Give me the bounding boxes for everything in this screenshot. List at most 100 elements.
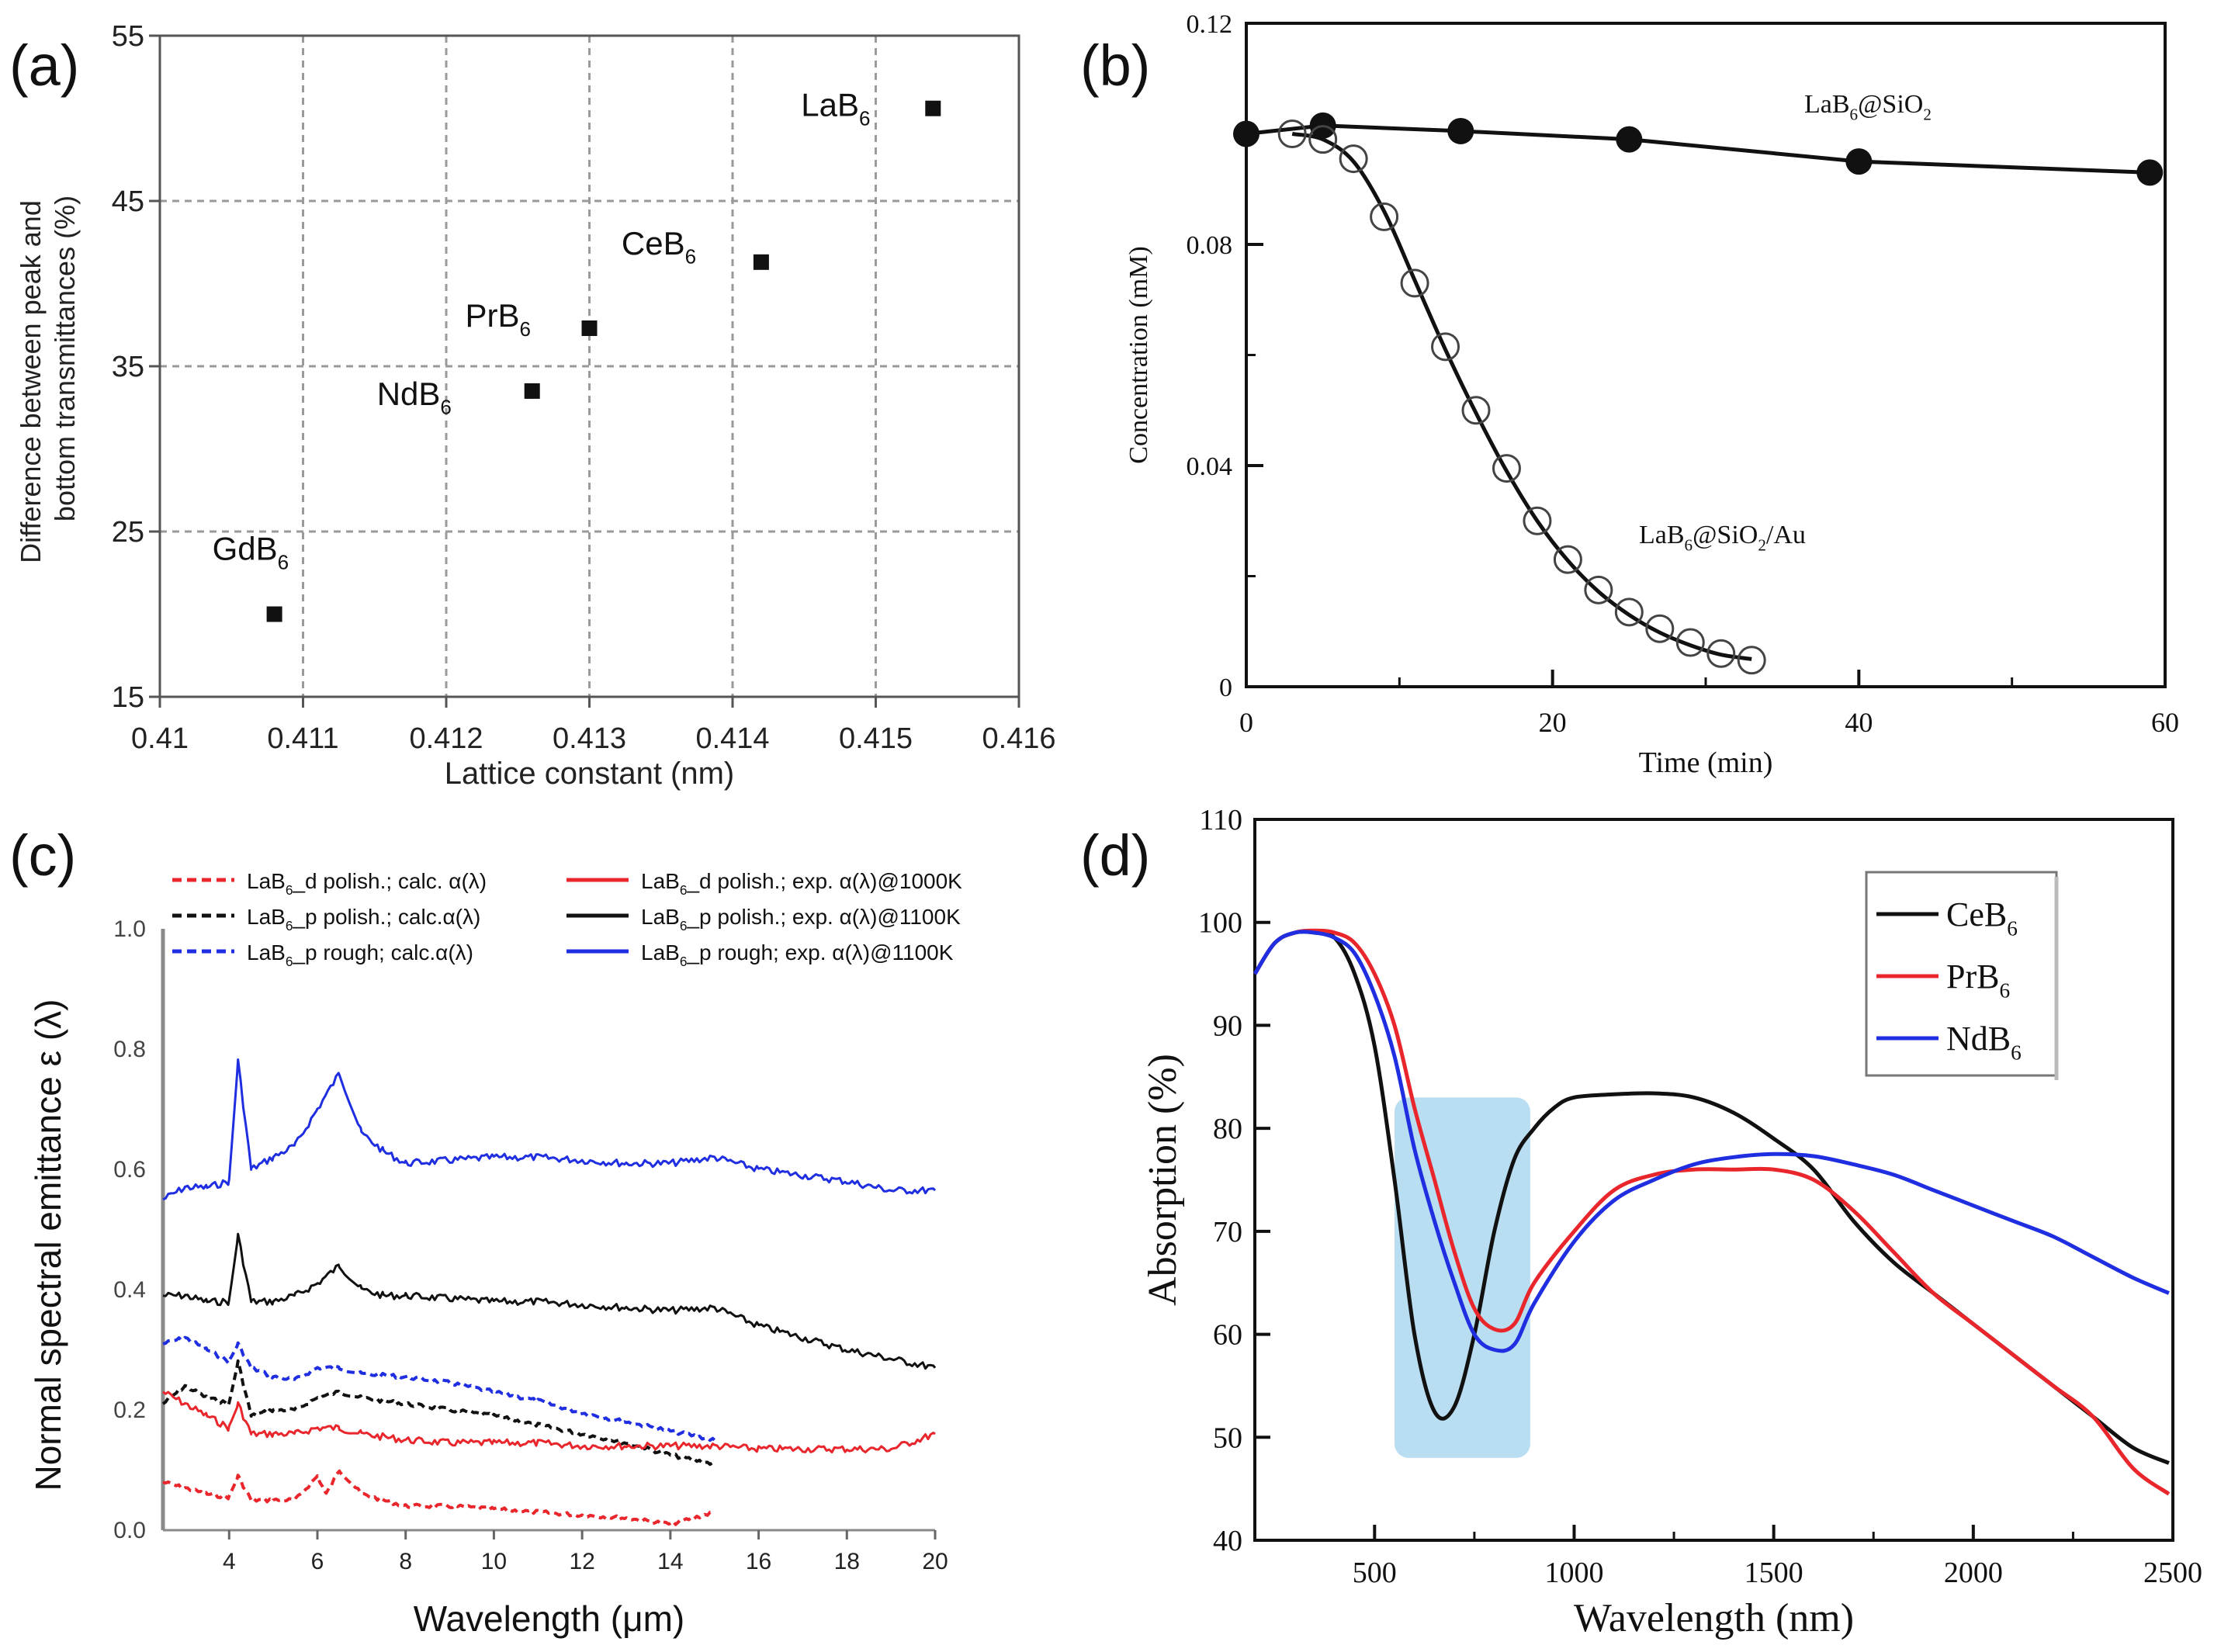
y-tick-label: 45: [112, 185, 144, 218]
series-label-lab6-sio2-part: 6: [1850, 106, 1859, 124]
legend-label: LaB6_d polish.; exp. α(λ)@1000K: [641, 869, 962, 898]
legend-label-ndb: NdB6: [1946, 1020, 2022, 1064]
x-axis-title: Time (min): [1639, 746, 1773, 779]
panel-label-b: (b): [1080, 33, 1150, 98]
x-tick-label: 4: [223, 1549, 236, 1574]
series-label-lab6-sio2-part: LaB: [1804, 90, 1850, 119]
series-label-lab6-sio2-au: LaB6@SiO2/Au: [1639, 521, 1806, 555]
x-tick-label: 500: [1353, 1557, 1397, 1589]
y-axis-title-line2: bottom transmittances (%): [49, 196, 81, 521]
point-label-ceb-part: CeB: [622, 225, 685, 261]
data-point-lab6-sio2-au: [1614, 597, 1644, 627]
data-point-lab6-sio2-au: [1370, 202, 1399, 231]
data-point-lab6-sio2: [1845, 148, 1873, 175]
x-tick-label: 0.416: [982, 722, 1055, 755]
point-label-gdb-part: 6: [278, 550, 289, 573]
panel-b: (b) 0 20 40 60 0 0.04 0.08 0.12 Time (min) Concent…: [1080, 10, 2179, 779]
x-tick-label: 2500: [2143, 1557, 2202, 1589]
legend-label-part: LaB: [641, 940, 680, 965]
x-tick-label: 60: [2151, 707, 2179, 738]
x-tick-label: 0.414: [695, 722, 769, 755]
y-tick-label: 40: [1213, 1525, 1242, 1557]
data-point-lab6-sio2-au: [1339, 144, 1368, 174]
legend-label-part: _p rough; exp. α(λ)@1100K: [686, 940, 953, 965]
legend-label-part: 6: [286, 882, 293, 898]
x-tick-label: 0.411: [267, 722, 338, 755]
y-axis-title-line1: Difference between peak and: [15, 200, 47, 563]
legend-label-part: 6: [680, 882, 688, 898]
x-tick-label: 1500: [1745, 1557, 1803, 1589]
legend-label-part: LaB: [247, 940, 286, 965]
y-axis-title: Normal spectral emittance ε (λ): [28, 999, 68, 1491]
series-label-lab6-sio2-au-part: @SiO: [1693, 521, 1758, 549]
y-tick-label: 0.4: [113, 1277, 146, 1303]
x-tick-label: 16: [746, 1549, 771, 1574]
series-line-c-3: [161, 1359, 716, 1467]
plot-frame: [1253, 818, 2174, 1542]
x-tick-label: 20: [922, 1549, 948, 1574]
x-axis-title: Wavelength (μm): [414, 1598, 684, 1639]
y-tick-label: 0.0: [113, 1518, 146, 1543]
x-tick-label: 40: [1845, 707, 1873, 738]
x-axis-title-part: Wavelength (: [414, 1598, 623, 1639]
panel-a: (a) 0.41 0.411 0.412 0.413 0.414 0.415 0.416 15 2…: [9, 20, 1056, 791]
legend-label-ceb-part: 6: [2007, 916, 2018, 940]
legend-label: LaB6_d polish.; calc. α(λ): [247, 869, 487, 898]
legend-label-prb-part: PrB: [1946, 958, 1999, 996]
x-tick-label: 1000: [1544, 1557, 1603, 1589]
legend-label-part: _d polish.; exp. α(λ)@1000K: [686, 869, 962, 893]
panel-label-d: (d): [1080, 823, 1150, 888]
panel-c: (c) 4 6 8 10 12 14 16 18 20 0.0 0.2 0.4 0.6 0.8 1.0 Wave…: [9, 823, 962, 1639]
y-tick-label: 0.08: [1187, 231, 1233, 260]
data-point-lab6-sio2: [1447, 117, 1474, 144]
series-label-lab6-sio2: LaB6@SiO2: [1804, 90, 1932, 124]
x-tick-label: 12: [569, 1549, 594, 1574]
legend-label: LaB6_p polish.; calc.α(λ): [247, 905, 480, 933]
series-line-ndb6: [1253, 930, 2170, 1353]
y-tick-label: 1.0: [113, 916, 146, 942]
y-tick-label: 0.2: [113, 1397, 146, 1423]
x-tick-label: 0: [1239, 707, 1253, 738]
data-point-ceb: [753, 254, 769, 270]
y-tick-label: 55: [112, 20, 144, 53]
data-point-lab6-sio2-au: [1706, 639, 1736, 668]
data-point-lab6-sio2: [2136, 159, 2164, 186]
legend-label-prb-part: 6: [1999, 978, 2010, 1002]
x-tick-label: 10: [481, 1549, 507, 1574]
y-axis-title: Absorption (%): [1141, 1054, 1185, 1306]
legend-label-part: _d polish.; calc. α(λ): [292, 869, 487, 893]
panel-d: (d) 500 1000 1500 2000 2500 40 50 60 70 80 90 100 110…: [1080, 804, 2202, 1640]
point-label-ndb-part: 6: [440, 396, 451, 419]
data-point-lab6-sio2-au: [1645, 614, 1675, 643]
plot-frame: [1245, 22, 2167, 688]
data-point-lab6-sio2-au: [1523, 506, 1552, 535]
x-tick-label: 0.412: [409, 722, 483, 755]
data-point-lab: [925, 100, 941, 116]
legend-label-prb: PrB6: [1946, 958, 2010, 1002]
x-axis-title-part: μm: [622, 1598, 673, 1639]
point-label-lab-part: 6: [859, 106, 870, 130]
x-tick-label: 20: [1539, 707, 1567, 738]
y-tick-label: 15: [112, 681, 144, 714]
data-point-lab6-sio2-au: [1461, 396, 1491, 425]
series-line-prb6: [1253, 928, 2171, 1496]
series-line-c-4: [162, 1391, 936, 1454]
x-axis-title-part: ): [673, 1598, 684, 1639]
y-tick-label: 25: [112, 516, 144, 549]
y-tick-label: 35: [112, 351, 144, 383]
y-tick-label: 50: [1213, 1422, 1242, 1454]
data-point-ndb: [524, 383, 540, 399]
data-point-lab6-sio2-au: [1737, 646, 1766, 675]
y-tick-label: 0: [1219, 674, 1232, 702]
series-line-c-0: [162, 1058, 937, 1201]
legend-label: LaB6_p polish.; exp. α(λ)@1100K: [641, 905, 961, 933]
point-label-lab-part: LaB: [801, 87, 859, 123]
legend-label-part: 6: [286, 954, 293, 969]
series-fit-lab6-sio2-au: [1291, 132, 1752, 661]
point-label-ceb-part: 6: [685, 245, 696, 268]
point-label-prb: PrB6: [466, 297, 532, 341]
y-tick-label: 0.6: [113, 1157, 146, 1183]
legend-label-part: LaB: [247, 905, 286, 929]
data-point-gdb: [266, 606, 282, 622]
